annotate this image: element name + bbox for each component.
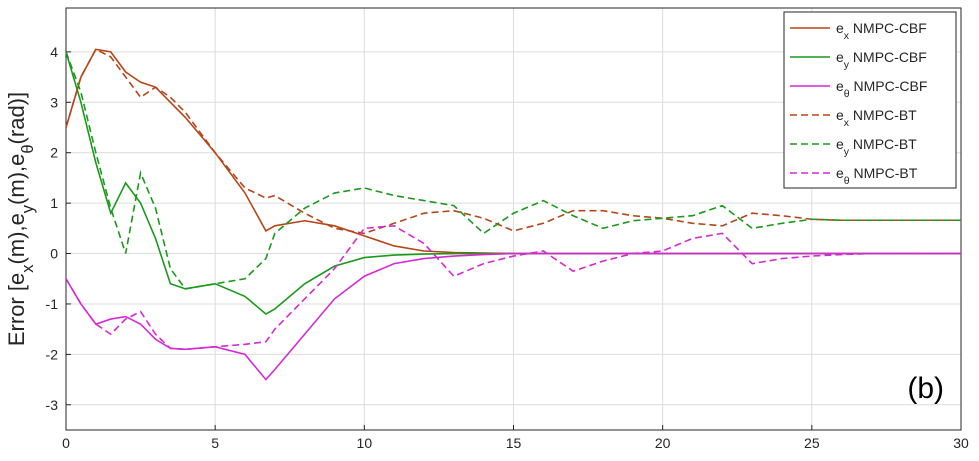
series-line (65, 48, 961, 235)
y-tick-label: 4 (50, 44, 58, 60)
y-axis-label: Error [ex(m),ey(m),eθ(rad)] (4, 92, 37, 346)
axes-box (65, 7, 962, 431)
series-line (65, 252, 961, 381)
series-line (65, 51, 961, 290)
x-tick-label: 5 (211, 435, 219, 451)
y-tick-label: 3 (50, 94, 58, 110)
x-tick-label: 10 (357, 435, 373, 451)
x-tick-label: 15 (506, 435, 522, 451)
y-tick-label: 0 (50, 246, 58, 262)
x-tick-label: 20 (655, 435, 671, 451)
x-tick-label: 30 (953, 435, 969, 451)
x-tick-label: 0 (62, 435, 70, 451)
y-tick-label: 2 (50, 145, 58, 161)
y-tick-label: -1 (46, 296, 59, 312)
annotation: (b) (907, 372, 944, 405)
y-tick-label: -3 (46, 397, 59, 413)
series-line (65, 224, 961, 351)
legend-box (783, 11, 957, 189)
y-tick-label: -2 (46, 346, 59, 362)
y-tick-label: 1 (50, 195, 58, 211)
x-tick-label: 25 (804, 435, 820, 451)
